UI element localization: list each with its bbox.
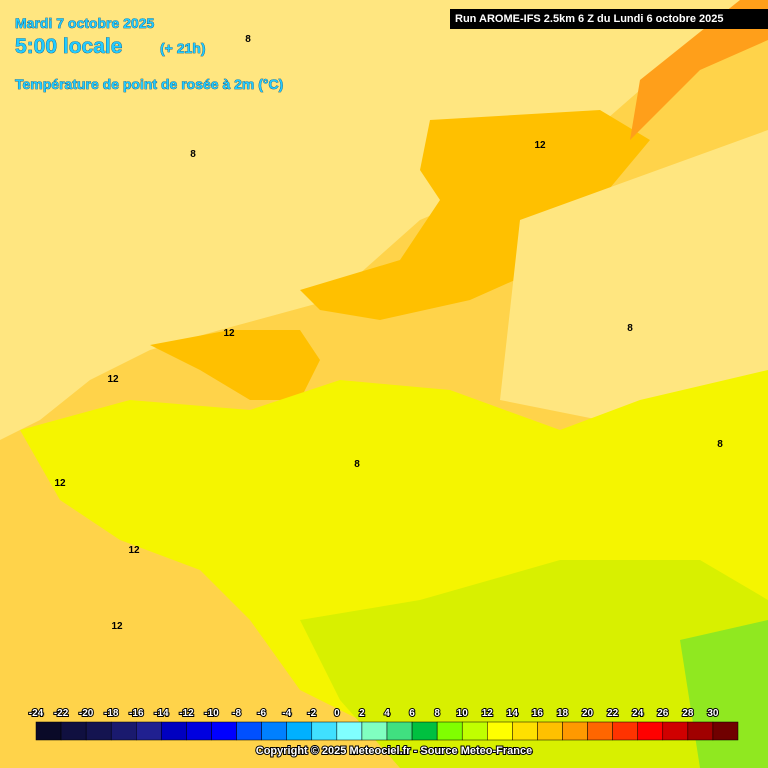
color-swatch (361, 721, 388, 741)
run-info: Run AROME-IFS 2.5km 6 Z du Lundi 6 octob… (455, 13, 724, 25)
date: Mardi 7 octobre 2025 (15, 15, 154, 31)
scale-label: -8 (232, 708, 241, 719)
run-box (450, 9, 768, 29)
copyright: Copyright © 2025 Meteociel.fr - Source M… (256, 745, 532, 757)
color-swatch (85, 721, 112, 741)
color-swatch (487, 721, 513, 741)
scale-label: 22 (607, 708, 619, 719)
scale-label: 8 (434, 708, 440, 719)
scale-label: 0 (334, 708, 340, 719)
time: 5:00 locale (15, 35, 122, 58)
parameter: Température de point de rosée à 2m (°C) (15, 76, 283, 92)
color-swatch (261, 721, 287, 741)
scale-label: 18 (557, 708, 569, 719)
color-swatch (35, 721, 62, 741)
color-swatch (612, 721, 638, 741)
contour-label: 12 (128, 545, 140, 556)
color-swatch (161, 721, 187, 741)
color-swatch (186, 721, 212, 741)
scale-label: -2 (307, 708, 316, 719)
contour-label: 8 (245, 34, 251, 45)
scale-label: -22 (54, 708, 69, 719)
north-area (0, 0, 768, 440)
color-swatch (211, 721, 237, 741)
scale-label: 14 (507, 708, 519, 719)
contour-label: 12 (111, 621, 123, 632)
scale-label: -12 (179, 708, 194, 719)
scale-label: 30 (707, 708, 719, 719)
color-swatch (537, 721, 563, 741)
scale-label: 20 (582, 708, 594, 719)
color-swatch (336, 721, 363, 741)
contour-label: 8 (190, 149, 196, 160)
scale-label: 26 (657, 708, 669, 719)
scale-label: 24 (632, 708, 644, 719)
color-swatch (311, 721, 338, 741)
color-swatch (386, 721, 413, 741)
color-swatch (662, 721, 689, 741)
contour-label: 12 (107, 374, 119, 385)
scale-label: 16 (532, 708, 544, 719)
contour-label: 8 (717, 439, 723, 450)
scale-label: 10 (457, 708, 469, 719)
color-swatch (136, 721, 162, 741)
color-swatch (587, 721, 613, 741)
color-swatch (512, 721, 538, 741)
channel (300, 110, 650, 320)
color-swatch (236, 721, 262, 741)
scale-label: -14 (154, 708, 169, 719)
scale-label: -18 (104, 708, 119, 719)
lead-time: (+ 21h) (160, 40, 206, 56)
contour-label: 8 (627, 323, 633, 334)
contour-label: 12 (54, 478, 66, 489)
color-swatch (562, 721, 588, 741)
color-swatch (637, 721, 664, 741)
scale-label: -16 (129, 708, 144, 719)
contour-label: 8 (354, 459, 360, 470)
contour-label: 12 (223, 328, 235, 339)
scale-label: 28 (682, 708, 694, 719)
contour-labels: 8 12 8 12 12 8 8 8 12 12 12 (54, 34, 723, 632)
color-swatch (687, 721, 714, 741)
color-swatch (110, 721, 137, 741)
scale-label: -24 (29, 708, 44, 719)
bay (150, 330, 320, 400)
color-swatch (60, 721, 87, 741)
color-swatch (411, 721, 438, 741)
scale-label: -4 (282, 708, 291, 719)
color-swatch (712, 721, 739, 741)
warm-zone (630, 0, 768, 140)
scale-label: 2 (359, 708, 365, 719)
scale-label: 6 (409, 708, 415, 719)
color-scale: -24 -22 -20 -18 -16 -14 -12 -10 -8 -6 -4 -2 0 2 4 6 8 10 1… (28, 707, 739, 741)
scale-label: 12 (482, 708, 494, 719)
scale-label: -6 (257, 708, 266, 719)
color-swatch (461, 721, 488, 741)
color-swatch (286, 721, 313, 741)
contour-label: 12 (534, 140, 546, 151)
scale-label: -20 (79, 708, 94, 719)
scale-label: -10 (204, 708, 219, 719)
land-south (300, 560, 768, 768)
scale-label: 4 (384, 708, 390, 719)
color-swatch (436, 721, 463, 741)
